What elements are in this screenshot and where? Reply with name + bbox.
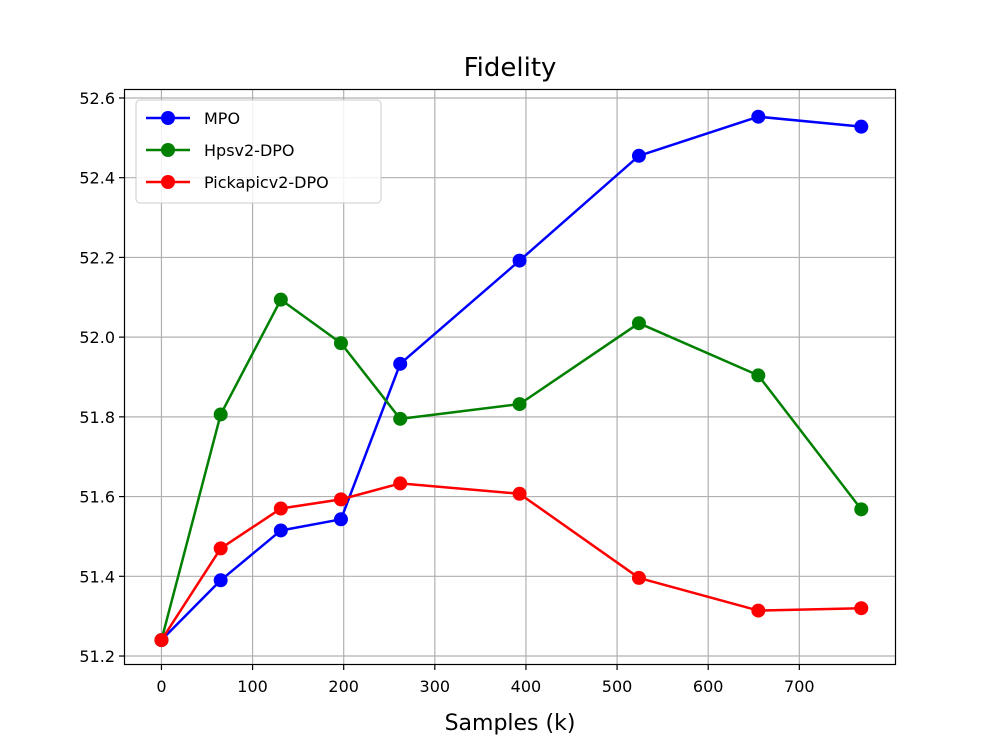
y-tick-label: 51.4: [79, 567, 115, 586]
data-point-pickapicv2-dpo: [154, 633, 169, 648]
data-point-hpsv2-dpo: [854, 502, 869, 517]
legend-label: Pickapicv2-DPO: [204, 173, 329, 192]
x-tick-label: 300: [420, 677, 451, 696]
chart-title: Fidelity: [464, 53, 557, 83]
legend-swatch-marker: [161, 175, 175, 189]
legend-item-hpsv2-dpo[interactable]: Hpsv2-DPO: [146, 141, 295, 160]
data-point-pickapicv2-dpo: [854, 601, 869, 616]
y-tick-label: 52.0: [79, 328, 115, 347]
data-point-mpo: [213, 573, 228, 588]
data-point-pickapicv2-dpo: [631, 570, 646, 585]
data-point-pickapicv2-dpo: [751, 603, 766, 618]
legend-item-mpo[interactable]: MPO: [146, 109, 240, 128]
legend[interactable]: MPO Hpsv2-DPO Pickapicv2-DPO: [135, 99, 382, 204]
y-tick-label: 51.2: [79, 647, 115, 666]
data-point-mpo: [333, 512, 348, 527]
series-layer: [154, 109, 869, 648]
data-point-hpsv2-dpo: [631, 316, 646, 331]
legend-swatch-marker: [161, 111, 175, 125]
data-point-mpo: [631, 148, 646, 163]
data-point-hpsv2-dpo: [273, 292, 288, 307]
series-pickapicv2-dpo: [154, 476, 869, 648]
data-point-mpo: [512, 253, 527, 268]
y-tick-label: 51.8: [79, 408, 115, 427]
data-point-mpo: [854, 119, 869, 134]
x-tick-label: 600: [693, 677, 724, 696]
axis-ticks: 0 100 200 300 400 500 600 700 51.2 51.4 51.6 51.8 52…: [79, 89, 814, 696]
data-point-pickapicv2-dpo: [512, 486, 527, 501]
y-tick-label: 51.6: [79, 488, 115, 507]
x-tick-label: 400: [511, 677, 542, 696]
data-point-mpo: [273, 523, 288, 538]
y-tick-label: 52.4: [79, 169, 115, 188]
legend-label: MPO: [204, 109, 240, 128]
y-tick-label: 52.6: [79, 89, 115, 108]
series-hpsv2-dpo: [154, 292, 869, 648]
legend-swatch-marker: [161, 143, 175, 157]
data-point-pickapicv2-dpo: [213, 541, 228, 556]
series-mpo: [154, 109, 869, 648]
x-tick-label: 0: [156, 677, 166, 696]
data-point-hpsv2-dpo: [751, 368, 766, 383]
data-point-hpsv2-dpo: [393, 411, 408, 426]
x-tick-label: 500: [602, 677, 633, 696]
data-point-hpsv2-dpo: [512, 397, 527, 412]
legend-label: Hpsv2-DPO: [204, 141, 295, 160]
y-tick-label: 52.2: [79, 248, 115, 267]
x-tick-label: 200: [328, 677, 359, 696]
x-tick-label: 700: [784, 677, 815, 696]
x-axis-label: Samples (k): [445, 711, 576, 736]
x-tick-label: 100: [237, 677, 268, 696]
legend-item-pickapicv2-dpo[interactable]: Pickapicv2-DPO: [146, 173, 329, 192]
data-point-pickapicv2-dpo: [273, 501, 288, 516]
data-point-hpsv2-dpo: [213, 407, 228, 422]
data-point-pickapicv2-dpo: [333, 492, 348, 507]
data-point-mpo: [393, 356, 408, 371]
data-point-mpo: [751, 109, 766, 124]
data-point-hpsv2-dpo: [333, 336, 348, 351]
plot-frame: [123, 88, 897, 666]
legend-box: [135, 99, 382, 204]
data-point-pickapicv2-dpo: [393, 476, 408, 491]
